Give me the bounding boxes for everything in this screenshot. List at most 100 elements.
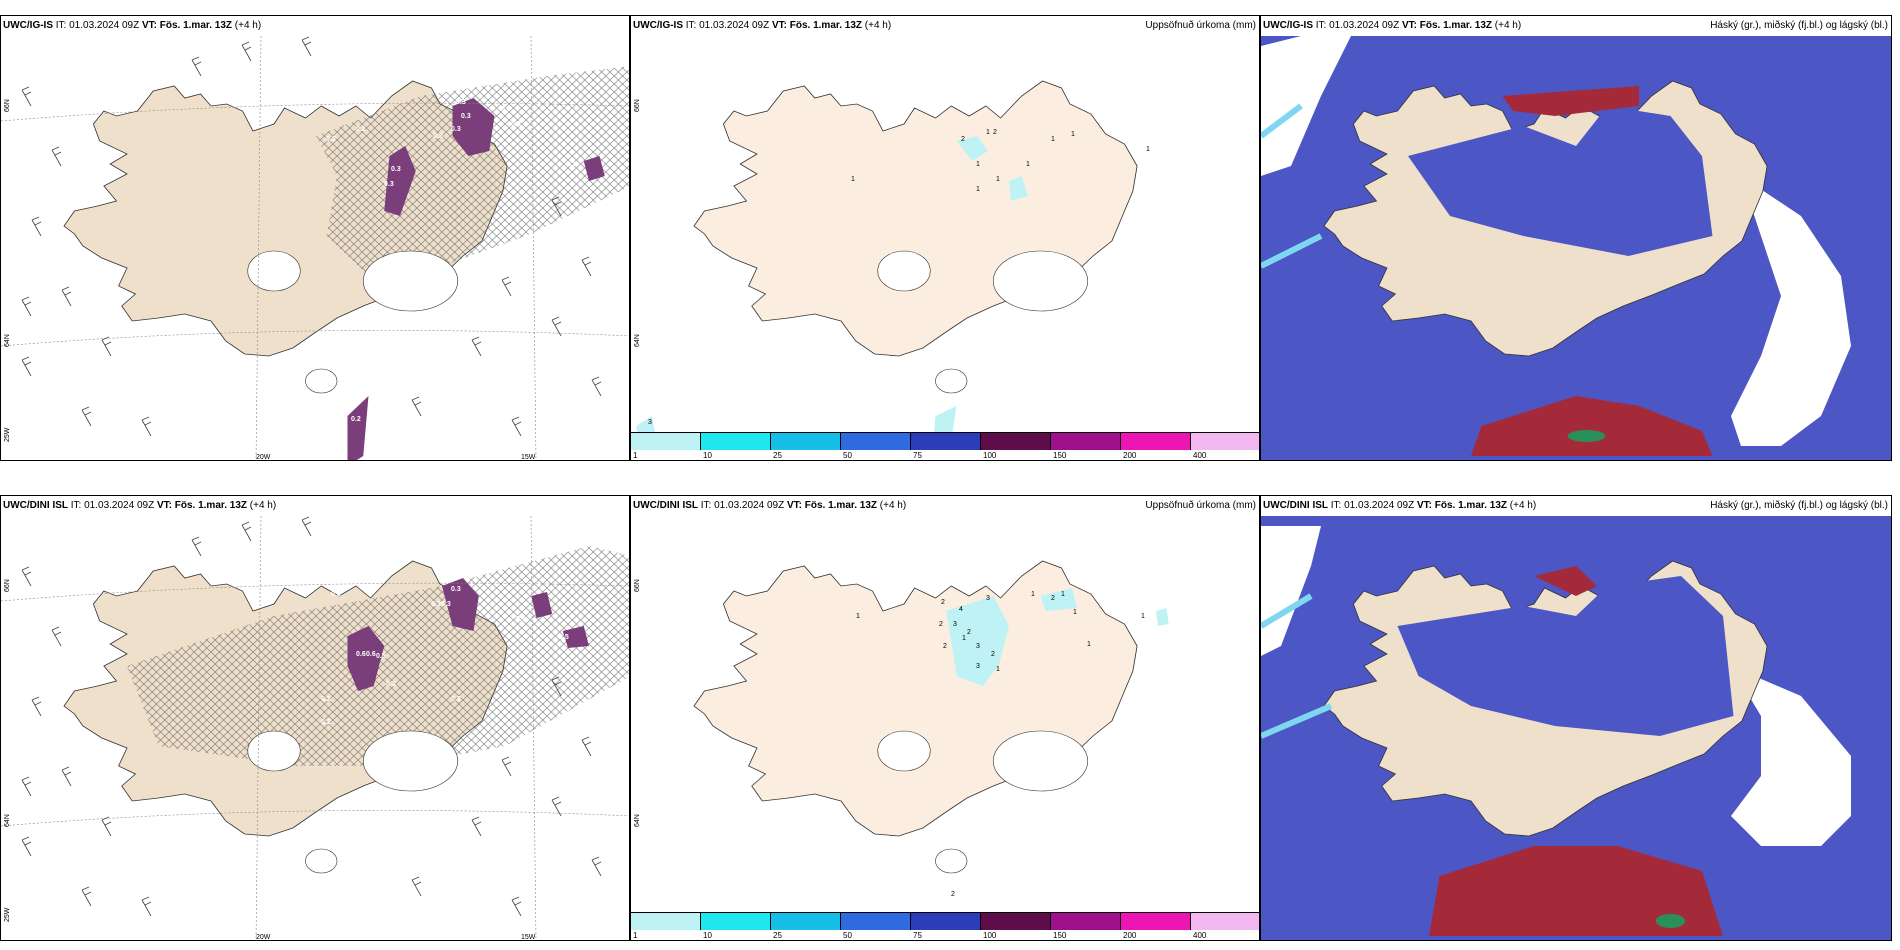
axis-label: 64N bbox=[634, 334, 641, 347]
panel-header: UWC/IG-IS IT: 01.03.2024 09Z VT: Fös. 1.… bbox=[3, 20, 262, 31]
precip-label: 0.3 bbox=[456, 99, 466, 106]
scale-label: 10 bbox=[703, 931, 712, 940]
accum-label: 4 bbox=[959, 606, 963, 613]
axis-label: 66N bbox=[4, 99, 11, 112]
accum-label: 2 bbox=[967, 629, 971, 636]
axis-label: 66N bbox=[634, 579, 641, 592]
scale-label: 25 bbox=[773, 451, 782, 460]
panel-header: UWC/IG-IS IT: 01.03.2024 09Z VT: Fös. 1.… bbox=[633, 20, 892, 31]
axis-label: 25W bbox=[4, 427, 11, 442]
accum-label: 1 bbox=[856, 613, 860, 620]
scale-swatch bbox=[701, 433, 771, 450]
panel-dini-cloud: UWC/DINI ISL IT: 01.03.2024 09Z VT: Fös.… bbox=[1260, 495, 1892, 941]
scale-swatch bbox=[771, 433, 841, 450]
accum-label: 1 bbox=[1071, 131, 1075, 138]
scale-swatch bbox=[1191, 913, 1259, 930]
scale-swatch bbox=[981, 433, 1051, 450]
precip-label: 0.3 bbox=[441, 601, 451, 608]
accum-label: 3 bbox=[986, 595, 990, 602]
panel-ig-accum: UWC/IG-IS IT: 01.03.2024 09Z VT: Fös. 1.… bbox=[630, 15, 1260, 461]
accum-label: 1 bbox=[986, 129, 990, 136]
map-ig-wind: 66N 64N 25W 20W 15W 0.3 0.3 0.3 0.3 0.3 … bbox=[1, 16, 629, 461]
panel-title: Uppsöfnuð úrkoma (mm) bbox=[1145, 500, 1256, 511]
panel-header: UWC/DINI ISL IT: 01.03.2024 09Z VT: Fös.… bbox=[633, 500, 907, 511]
scale-label: 75 bbox=[913, 451, 922, 460]
axis-label: 20W bbox=[256, 934, 271, 941]
scale-swatch bbox=[771, 913, 841, 930]
accum-label: 2 bbox=[991, 651, 995, 658]
axis-label: 15W bbox=[521, 454, 536, 461]
precip-label: 0.3 bbox=[386, 681, 396, 688]
axis-label: 64N bbox=[4, 814, 11, 827]
precip-label: 0.3 bbox=[384, 181, 394, 188]
scale-label: 25 bbox=[773, 931, 782, 940]
scale-label: 400 bbox=[1193, 931, 1207, 940]
scale-swatch bbox=[911, 913, 981, 930]
accum-label: 1 bbox=[1026, 161, 1030, 168]
scale-label: 1 bbox=[633, 931, 638, 940]
axis-label: 20W bbox=[256, 454, 271, 461]
scale-swatch bbox=[1051, 433, 1121, 450]
scale-swatch bbox=[1121, 433, 1191, 450]
scale-label: 150 bbox=[1053, 451, 1067, 460]
precip-label: 0.3 bbox=[326, 136, 336, 143]
scale-swatch bbox=[1191, 433, 1259, 450]
precip-label: 0.3 bbox=[501, 106, 511, 113]
axis-label: 66N bbox=[634, 99, 641, 112]
accum-label: 3 bbox=[648, 419, 652, 426]
axis-label: 25W bbox=[4, 907, 11, 922]
scale-label: 150 bbox=[1053, 931, 1067, 940]
accum-label: 2 bbox=[943, 643, 947, 650]
panel-header: UWC/DINI ISL IT: 01.03.2024 09Z VT: Fös.… bbox=[3, 500, 277, 511]
accum-label: 1 bbox=[851, 176, 855, 183]
panel-header: UWC/IG-IS IT: 01.03.2024 09Z VT: Fös. 1.… bbox=[1263, 20, 1522, 31]
precip-label: 0.3 bbox=[433, 133, 443, 140]
panel-dini-accum: UWC/DINI ISL IT: 01.03.2024 09Z VT: Fös.… bbox=[630, 495, 1260, 941]
map-dini-accum: 66N 64N 2 4 3 3 2 2 3 2 1 2 1 1 3 1 2 1 … bbox=[634, 560, 1169, 898]
panel-title: Uppsöfnuð úrkoma (mm) bbox=[1145, 20, 1256, 31]
precip-label: 0.1 bbox=[356, 126, 366, 133]
precip-label: 0.5 bbox=[559, 634, 569, 641]
map-ig-cloud bbox=[1261, 16, 1891, 460]
accum-label: 1 bbox=[996, 666, 1000, 673]
scale-label: 10 bbox=[703, 451, 712, 460]
axis-label: 15W bbox=[521, 934, 536, 941]
axis-label: 64N bbox=[634, 814, 641, 827]
scale-swatch bbox=[981, 913, 1051, 930]
precip-label: 0.6 bbox=[356, 651, 366, 658]
accum-label: 1 bbox=[962, 635, 966, 642]
accum-label: 1 bbox=[1087, 641, 1091, 648]
accum-label: 2 bbox=[961, 136, 965, 143]
panel-dini-wind: UWC/DINI ISL IT: 01.03.2024 09Z VT: Fös.… bbox=[0, 495, 630, 941]
precip-label: 0.3 bbox=[451, 126, 461, 133]
precip-color-scale: 1 10 25 50 75 100 150 200 400 bbox=[631, 432, 1259, 460]
scale-swatch bbox=[841, 913, 911, 930]
precip-label: 0.2 bbox=[321, 719, 331, 726]
precip-label: 0.2 bbox=[321, 696, 331, 703]
panel-ig-cloud: UWC/IG-IS IT: 01.03.2024 09Z VT: Fös. 1.… bbox=[1260, 15, 1892, 461]
precip-label: 0.5 bbox=[376, 653, 386, 660]
accum-label: 2 bbox=[939, 621, 943, 628]
precip-label: 0.6 bbox=[366, 651, 376, 658]
accum-label: 1 bbox=[1061, 591, 1065, 598]
scale-label: 1 bbox=[633, 451, 638, 460]
accum-label: 1 bbox=[976, 186, 980, 193]
precip-label: 0.1 bbox=[566, 161, 576, 168]
map-dini-cloud bbox=[1261, 496, 1891, 940]
precip-label: 0.3 bbox=[431, 601, 441, 608]
precip-label: 0.3 bbox=[391, 166, 401, 173]
accum-label: 1 bbox=[996, 176, 1000, 183]
precip-label: 0.3 bbox=[331, 591, 341, 598]
scale-swatch bbox=[701, 913, 771, 930]
scale-swatch bbox=[631, 433, 701, 450]
precip-label: 0.5 bbox=[516, 616, 526, 623]
panel-header: UWC/DINI ISL IT: 01.03.2024 09Z VT: Fös.… bbox=[1263, 500, 1537, 511]
accum-label: 2 bbox=[941, 599, 945, 606]
accum-label: 3 bbox=[976, 663, 980, 670]
scale-label: 400 bbox=[1193, 451, 1207, 460]
accum-label: 2 bbox=[951, 891, 955, 898]
scale-label: 100 bbox=[983, 931, 997, 940]
panel-ig-wind: UWC/IG-IS IT: 01.03.2024 09Z VT: Fös. 1.… bbox=[0, 15, 630, 461]
scale-label: 200 bbox=[1123, 931, 1137, 940]
precip-label: 0.3 bbox=[461, 113, 471, 120]
